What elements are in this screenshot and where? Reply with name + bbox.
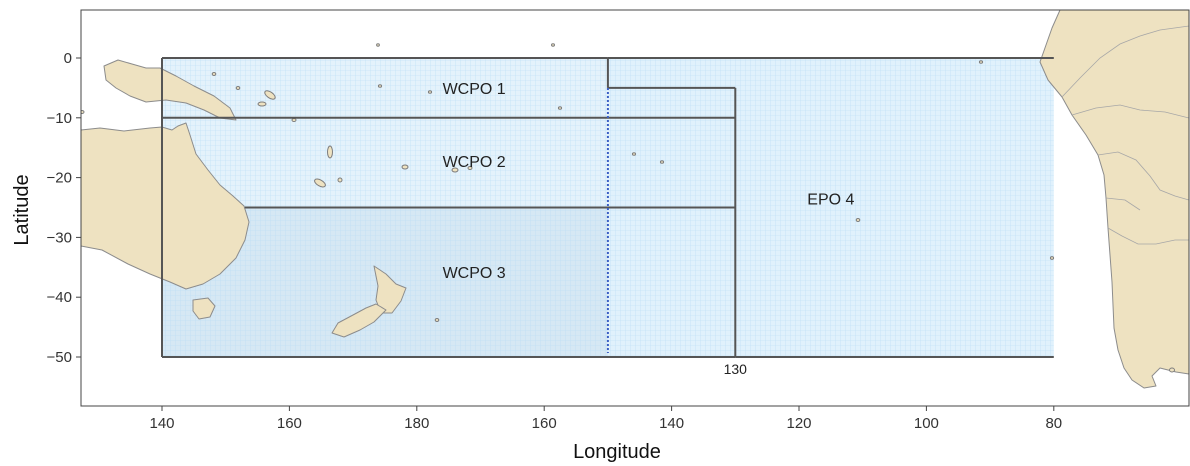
y-tick-label: −40: [47, 289, 72, 306]
x-tick-label: 120: [786, 415, 811, 432]
y-axis-title: Latitude: [11, 174, 33, 245]
region-label-epo4: EPO 4: [807, 192, 854, 209]
y-tick-label: 0: [64, 50, 72, 67]
x-tick-label: 100: [914, 415, 939, 432]
australia-landmass: [81, 122, 250, 290]
x-tick-label: 160: [532, 415, 557, 432]
x-axis-title: Longitude: [573, 441, 661, 463]
region-label-wcpo1: WCPO 1: [443, 81, 506, 98]
x-tick-label: 140: [149, 415, 174, 432]
y-tick-label: −30: [47, 229, 72, 246]
x-tick-label: 140: [659, 415, 684, 432]
x-axis-ticks: 140 160 180 160 140 120 100 80: [149, 406, 1062, 432]
tasmania-island: [192, 297, 216, 320]
x-tick-label: 80: [1045, 415, 1062, 432]
y-tick-label: −10: [47, 110, 72, 127]
new-zealand-south-island: [331, 303, 387, 338]
y-tick-label: −50: [47, 349, 72, 366]
region-label-wcpo2: WCPO 2: [443, 154, 506, 171]
new-zealand-north-island: [373, 265, 407, 314]
region-labels: WCPO 1 WCPO 2 WCPO 3 EPO 4: [443, 81, 855, 282]
pacific-islands: [81, 43, 1175, 373]
longitude-marker-label: 130: [724, 361, 748, 377]
panel-border: [80, 9, 1190, 407]
x-tick-label: 160: [277, 415, 302, 432]
new-guinea-island: [103, 59, 237, 121]
region-outlines: [161, 57, 1054, 358]
y-tick-label: −20: [47, 170, 72, 187]
region-label-wcpo3: WCPO 3: [443, 265, 506, 282]
y-axis-ticks: 0 −10 −20 −30 −40 −50: [47, 50, 81, 366]
x-tick-label: 180: [404, 415, 429, 432]
country-borders: [1061, 25, 1189, 245]
